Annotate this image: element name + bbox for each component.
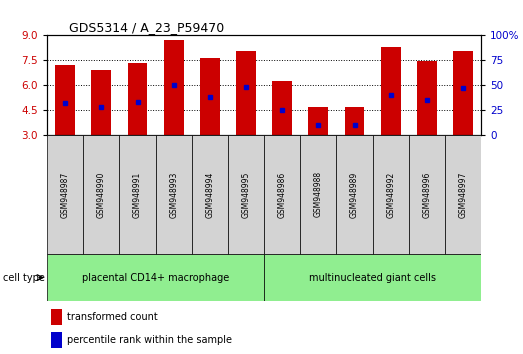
Text: percentile rank within the sample: percentile rank within the sample: [66, 335, 232, 345]
Bar: [92, 70, 111, 135]
Bar: [55, 65, 75, 135]
Text: multinucleated giant cells: multinucleated giant cells: [309, 273, 436, 282]
Bar: [309, 107, 328, 135]
FancyBboxPatch shape: [445, 135, 481, 254]
Bar: [345, 107, 365, 135]
FancyBboxPatch shape: [300, 135, 336, 254]
Bar: [200, 58, 220, 135]
Text: cell type: cell type: [3, 273, 44, 282]
Text: GDS5314 / A_23_P59470: GDS5314 / A_23_P59470: [69, 21, 224, 34]
FancyBboxPatch shape: [47, 254, 264, 301]
Bar: [272, 81, 292, 135]
Bar: [417, 61, 437, 135]
FancyBboxPatch shape: [336, 135, 372, 254]
Bar: [381, 47, 401, 135]
FancyBboxPatch shape: [409, 135, 445, 254]
Text: GSM948991: GSM948991: [133, 171, 142, 218]
Text: GSM948997: GSM948997: [459, 171, 468, 218]
Text: GSM948995: GSM948995: [242, 171, 251, 218]
FancyBboxPatch shape: [119, 135, 156, 254]
FancyBboxPatch shape: [156, 135, 192, 254]
FancyBboxPatch shape: [228, 135, 264, 254]
FancyBboxPatch shape: [83, 135, 119, 254]
FancyBboxPatch shape: [372, 135, 409, 254]
Text: GSM948992: GSM948992: [386, 171, 395, 218]
Bar: [453, 51, 473, 135]
FancyBboxPatch shape: [47, 135, 83, 254]
Bar: [164, 40, 184, 135]
Bar: [236, 51, 256, 135]
Text: GSM948996: GSM948996: [423, 171, 431, 218]
Bar: [51, 332, 62, 348]
Text: GSM948988: GSM948988: [314, 171, 323, 217]
FancyBboxPatch shape: [264, 135, 300, 254]
Text: GSM948990: GSM948990: [97, 171, 106, 218]
Text: GSM948993: GSM948993: [169, 171, 178, 218]
Text: GSM948987: GSM948987: [61, 171, 70, 218]
FancyBboxPatch shape: [264, 254, 481, 301]
Bar: [128, 63, 147, 135]
Text: transformed count: transformed count: [66, 312, 157, 322]
Text: GSM948994: GSM948994: [206, 171, 214, 218]
Text: placental CD14+ macrophage: placental CD14+ macrophage: [82, 273, 229, 282]
Text: GSM948989: GSM948989: [350, 171, 359, 218]
Text: GSM948986: GSM948986: [278, 171, 287, 218]
FancyBboxPatch shape: [192, 135, 228, 254]
Bar: [51, 309, 62, 325]
